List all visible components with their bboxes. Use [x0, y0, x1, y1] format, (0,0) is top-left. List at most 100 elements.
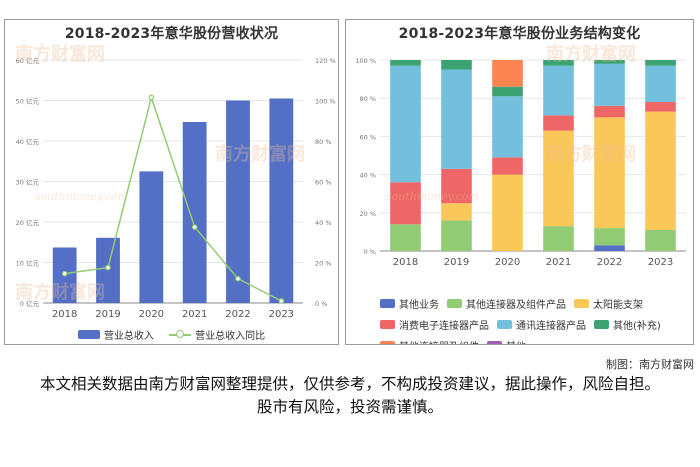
legend-row: 其他业务 其他连接器及组件产品 太阳能支架 — [380, 296, 690, 314]
y-tick-right: 120 % — [315, 57, 336, 65]
legend-swatch — [380, 299, 395, 308]
legend-label: 其他(补充) — [613, 321, 661, 332]
structure-chart-svg: 0 % 20 % 40 % 60 % 80 % 100 % 2018 2019 2020 2021… — [355, 57, 686, 268]
y-tick-left: 40 亿元 — [16, 137, 40, 146]
stack-segment[interactable] — [441, 203, 472, 221]
stack-segment[interactable] — [543, 226, 574, 251]
legend-item[interactable]: 其他 — [487, 338, 526, 344]
x-tick-label: 2023 — [648, 257, 673, 268]
y-tick: 0 % — [364, 248, 376, 256]
y-tick-right: 80 % — [315, 138, 332, 146]
stack-segment[interactable] — [441, 60, 472, 70]
stack-segment[interactable] — [441, 69, 472, 169]
revenue-bar[interactable] — [226, 100, 250, 304]
stack-segment[interactable] — [594, 105, 625, 118]
legend-label-yoy: 营业总收入同比 — [195, 331, 266, 342]
legend-item[interactable]: 其他(补充) — [594, 317, 661, 332]
stack-segment[interactable] — [645, 65, 676, 103]
x-tick-label: 2023 — [269, 309, 294, 320]
legend-swatch — [380, 341, 395, 344]
y-tick-left: 20 亿元 — [16, 218, 40, 227]
x-tick-label: 2018 — [52, 309, 77, 320]
y-tick-left: 50 亿元 — [16, 97, 40, 106]
stack-segment[interactable] — [390, 224, 421, 251]
y-tick-left: 30 亿元 — [16, 178, 40, 187]
yoy-point[interactable] — [61, 270, 68, 277]
x-tick-label: 2021 — [546, 257, 571, 268]
y-tick: 60 % — [359, 133, 376, 141]
stack-segment[interactable] — [645, 111, 676, 230]
y-tick: 100 % — [355, 57, 376, 65]
legend-item[interactable]: 太阳能支架 — [574, 296, 643, 311]
stack-segment[interactable] — [543, 115, 574, 131]
stack-segment[interactable] — [492, 86, 523, 97]
legend-label: 其他业务 — [399, 300, 439, 311]
legend-item-yoy[interactable]: 营业总收入同比 — [169, 327, 265, 342]
legend-item[interactable]: 其他连接器及组件 — [380, 338, 479, 344]
stack-segment[interactable] — [543, 65, 574, 116]
revenue-chart-panel: 2018-2023年意华股份营收状况 南方财富网 南方财富网 southmone… — [4, 19, 339, 345]
stack-segment[interactable] — [492, 96, 523, 158]
legend-label: 太阳能支架 — [593, 300, 643, 311]
stack-segment[interactable] — [390, 182, 421, 225]
stack-segment[interactable] — [492, 60, 523, 87]
yoy-line — [64, 94, 282, 302]
legend-label: 消费电子连接器产品 — [399, 321, 489, 332]
yoy-point[interactable] — [105, 264, 111, 271]
revenue-bar[interactable] — [182, 121, 207, 303]
y-tick: 80 % — [359, 95, 376, 103]
stack-segment[interactable] — [441, 168, 472, 204]
stack-segment[interactable] — [441, 220, 472, 251]
stack-segment[interactable] — [543, 130, 574, 227]
y-tick-left: 0 亿元 — [20, 299, 40, 308]
yoy-point[interactable] — [278, 298, 285, 304]
stack-segment[interactable] — [645, 229, 676, 251]
yoy-point[interactable] — [191, 224, 198, 230]
stack-segment[interactable] — [594, 117, 625, 229]
y-tick-right: 40 % — [315, 219, 332, 227]
legend-label: 其他连接器及组件 — [399, 338, 479, 344]
stack-segment[interactable] — [543, 60, 574, 66]
stack-segment[interactable] — [492, 157, 523, 175]
legend-item[interactable]: 其他业务 — [380, 296, 439, 311]
legend-item[interactable]: 其他连接器及组件产品 — [447, 296, 566, 311]
revenue-chart-legend: 营业总收入 营业总收入同比 — [5, 327, 338, 342]
stack-segment[interactable] — [645, 60, 676, 66]
revenue-chart-svg: 0 亿元 10 亿元 20 亿元 30 亿元 40 亿元 50 亿元 60 亿元 0 % 20 … — [16, 56, 336, 320]
stack-segment[interactable] — [645, 102, 676, 112]
yoy-point[interactable] — [235, 275, 241, 282]
legend-swatch-yoy — [169, 330, 192, 339]
legend-label-revenue: 营业总收入 — [103, 331, 154, 342]
y-tick: 20 % — [359, 210, 376, 218]
stack-segment[interactable] — [594, 60, 625, 64]
legend-item[interactable]: 通讯连接器产品 — [497, 317, 586, 332]
x-tick-label: 2018 — [393, 257, 418, 268]
disclaimer-text: 本文相关数据由南方财富网整理提供，仅供参考，不构成投资建议，据此操作，风险自担。… — [40, 375, 661, 416]
x-tick-label: 2022 — [597, 257, 622, 268]
legend-swatch — [497, 320, 512, 329]
y-tick-right: 20 % — [315, 260, 332, 268]
legend-swatch — [487, 341, 502, 344]
stack-segment[interactable] — [390, 60, 421, 66]
revenue-bar[interactable] — [139, 171, 164, 303]
legend-item-revenue[interactable]: 营业总收入 — [77, 327, 154, 342]
legend-item[interactable]: 消费电子连接器产品 — [380, 317, 489, 332]
legend-swatch — [380, 320, 395, 329]
legend-swatch-revenue — [77, 330, 100, 339]
legend-label: 其他 — [506, 338, 526, 344]
revenue-bar[interactable] — [96, 237, 120, 303]
stack-segment[interactable] — [594, 245, 625, 251]
stack-segment[interactable] — [492, 174, 523, 251]
legend-label: 通讯连接器产品 — [516, 321, 586, 332]
y-tick-left: 10 亿元 — [16, 259, 40, 268]
legend-swatch — [574, 299, 589, 308]
revenue-bar[interactable] — [269, 98, 294, 303]
yoy-point[interactable] — [148, 94, 155, 101]
revenue-chart-title: 2018-2023年意华股份营收状况 — [64, 26, 279, 42]
structure-chart-legend: 其他业务 其他连接器及组件产品 太阳能支架消费电子连接器产品 通讯连接器产品 其他(补充… — [380, 296, 690, 344]
stack-segment[interactable] — [594, 63, 625, 106]
y-tick-right: 60 % — [315, 179, 332, 187]
structure-chart-title: 2018-2023年意华股份业务结构变化 — [398, 26, 641, 42]
stack-segment[interactable] — [390, 65, 421, 183]
stack-segment[interactable] — [594, 228, 625, 246]
